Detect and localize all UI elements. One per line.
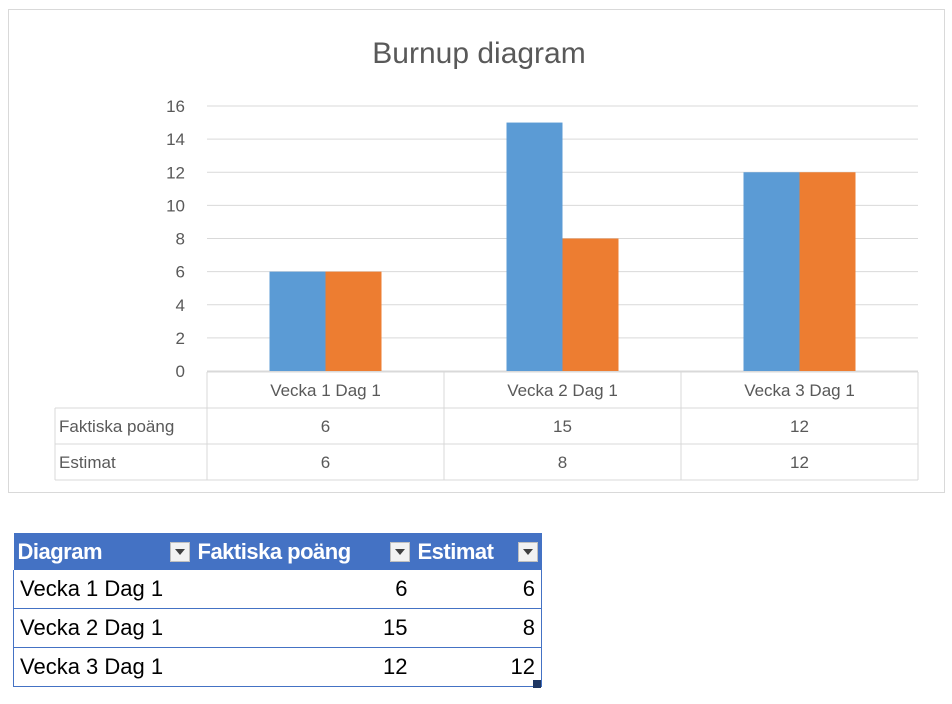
- bar[interactable]: [506, 122, 563, 371]
- y-tick-label: 6: [176, 263, 185, 282]
- filter-dropdown-icon[interactable]: [169, 541, 190, 562]
- table-cell[interactable]: 6: [413, 570, 542, 609]
- y-tick-label: 12: [166, 163, 185, 182]
- data-label: 12: [790, 417, 809, 436]
- table-cell[interactable]: 6: [193, 570, 414, 609]
- header-label: Faktiska poäng: [197, 538, 352, 564]
- header-faktiska-poang[interactable]: Faktiska poäng: [193, 533, 414, 570]
- bar[interactable]: [325, 271, 382, 371]
- y-tick-label: 16: [166, 97, 185, 116]
- data-label: 12: [790, 453, 809, 472]
- table-row: Vecka 1 Dag 1 6 6: [13, 570, 542, 609]
- data-label: 15: [553, 417, 572, 436]
- burnup-chart: Burnup diagram 0 2 4 6 8 10 12 14 16 Vecka 1 Dag…: [54, 37, 919, 481]
- table-cell[interactable]: 12: [413, 647, 542, 687]
- y-axis: 0 2 4 6 8 10 12 14 16: [166, 97, 185, 381]
- source-data-table[interactable]: Diagram Faktiska poäng Estimat Vecka 1 D…: [13, 533, 542, 687]
- header-label: Estimat: [417, 538, 494, 564]
- chart-title: Burnup diagram: [372, 37, 585, 70]
- data-label: 6: [321, 417, 330, 436]
- header-label: Diagram: [17, 538, 103, 564]
- data-label: 8: [558, 453, 567, 472]
- x-tick-label: Vecka 3 Dag 1: [744, 381, 855, 400]
- table-cell[interactable]: Vecka 1 Dag 1: [13, 570, 194, 609]
- y-tick-label: 14: [166, 130, 185, 149]
- series-label: Faktiska poäng: [59, 417, 174, 436]
- y-tick-label: 10: [166, 196, 185, 215]
- bar[interactable]: [799, 172, 856, 371]
- series-label: Estimat: [59, 453, 116, 472]
- y-tick-label: 2: [176, 329, 185, 348]
- table-header-row: Diagram Faktiska poäng Estimat: [13, 533, 542, 570]
- y-tick-label: 8: [176, 230, 185, 249]
- x-tick-label: Vecka 1 Dag 1: [270, 381, 381, 400]
- chart-data-table: Vecka 1 Dag 1 Vecka 2 Dag 1 Vecka 3 Dag 1 F…: [54, 371, 919, 481]
- header-diagram[interactable]: Diagram: [13, 533, 194, 570]
- table-row: Vecka 2 Dag 1 15 8: [13, 608, 542, 648]
- bar[interactable]: [269, 271, 326, 371]
- bar[interactable]: [743, 172, 800, 371]
- table-cell[interactable]: Vecka 2 Dag 1: [13, 608, 194, 648]
- table-row: Vecka 3 Dag 1 12 12: [13, 647, 542, 687]
- table-cell[interactable]: 15: [193, 608, 414, 648]
- table-cell[interactable]: 12: [193, 647, 414, 687]
- table-cell[interactable]: Vecka 3 Dag 1: [13, 647, 194, 687]
- table-cell[interactable]: 8: [413, 608, 542, 648]
- bar[interactable]: [562, 238, 619, 372]
- chart-area[interactable]: Burnup diagram 0 2 4 6 8 10 12 14 16 Vecka 1 Dag…: [8, 9, 945, 493]
- header-estimat[interactable]: Estimat: [413, 533, 542, 570]
- filter-dropdown-icon[interactable]: [517, 541, 538, 562]
- y-tick-label: 0: [176, 362, 185, 381]
- table-resize-handle[interactable]: [533, 680, 541, 688]
- bars: [269, 122, 856, 372]
- filter-dropdown-icon[interactable]: [389, 541, 410, 562]
- x-tick-label: Vecka 2 Dag 1: [507, 381, 618, 400]
- data-label: 6: [321, 453, 330, 472]
- y-tick-label: 4: [176, 296, 185, 315]
